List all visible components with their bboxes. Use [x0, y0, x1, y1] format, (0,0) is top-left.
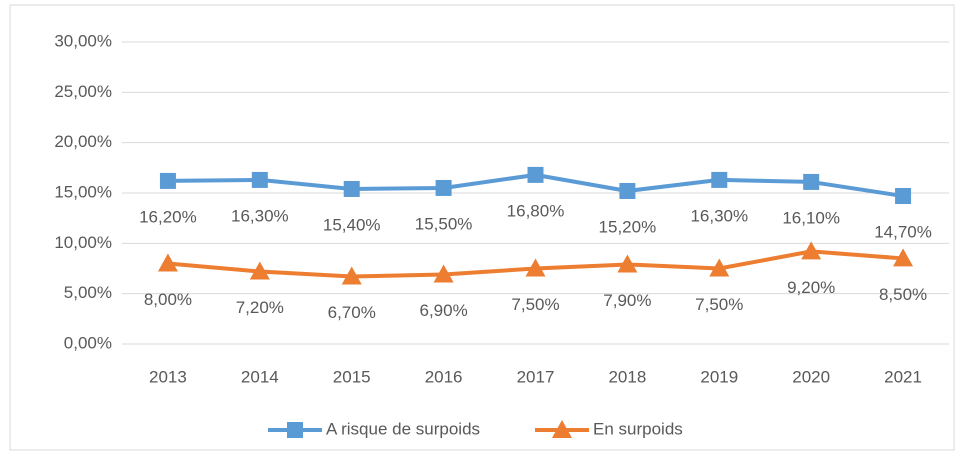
data-label: 7,90%: [603, 291, 651, 310]
data-point: [803, 173, 820, 190]
y-tick-label: 30,00%: [54, 31, 112, 50]
y-tick-label: 25,00%: [54, 82, 112, 101]
x-tick-label: 2014: [241, 367, 279, 386]
y-tick-label: 0,00%: [64, 333, 112, 352]
data-point: [251, 171, 268, 188]
data-label: 6,90%: [420, 301, 468, 320]
data-point: [525, 258, 546, 277]
data-point: [249, 261, 270, 280]
data-point: [895, 188, 912, 205]
data-point: [801, 241, 822, 260]
data-label: 14,70%: [874, 223, 932, 242]
data-point: [711, 171, 728, 188]
data-label: 15,40%: [323, 215, 381, 234]
data-label: 16,10%: [782, 208, 840, 227]
data-label: 7,20%: [236, 298, 284, 317]
y-tick-label: 20,00%: [54, 132, 112, 151]
legend-marker: [552, 420, 572, 438]
x-tick-label: 2020: [792, 367, 830, 386]
legend-label: En surpoids: [593, 419, 683, 438]
data-point: [159, 172, 176, 189]
data-point: [343, 180, 360, 197]
x-tick-label: 2013: [149, 367, 187, 386]
data-label: 7,50%: [511, 295, 559, 314]
chart-border: [9, 4, 955, 451]
data-label: 15,20%: [599, 217, 657, 236]
x-tick-label: 2017: [517, 367, 555, 386]
x-tick-label: 2018: [608, 367, 646, 386]
data-label: 16,80%: [507, 201, 565, 220]
legend-label: A risque de surpoids: [326, 419, 480, 438]
data-label: 16,20%: [139, 207, 197, 226]
x-tick-label: 2015: [333, 367, 371, 386]
legend-marker: [287, 422, 303, 438]
data-point: [619, 182, 636, 199]
data-point: [709, 258, 730, 277]
y-tick-label: 5,00%: [64, 283, 112, 302]
x-tick-label: 2021: [884, 367, 922, 386]
data-point: [157, 253, 178, 272]
data-point: [433, 264, 454, 283]
data-point: [435, 179, 452, 196]
y-tick-label: 15,00%: [54, 182, 112, 201]
data-point: [527, 166, 544, 183]
data-label: 16,30%: [231, 206, 289, 225]
data-label: 8,00%: [144, 290, 192, 309]
data-point: [341, 266, 362, 285]
data-label: 6,70%: [328, 303, 376, 322]
x-tick-label: 2019: [700, 367, 738, 386]
data-point: [893, 248, 914, 267]
data-label: 16,30%: [690, 206, 748, 225]
x-tick-label: 2016: [425, 367, 463, 386]
data-label: 8,50%: [879, 285, 927, 304]
data-point: [617, 254, 638, 273]
data-label: 9,20%: [787, 278, 835, 297]
y-tick-label: 10,00%: [54, 233, 112, 252]
data-label: 7,50%: [695, 295, 743, 314]
data-label: 15,50%: [415, 214, 473, 233]
